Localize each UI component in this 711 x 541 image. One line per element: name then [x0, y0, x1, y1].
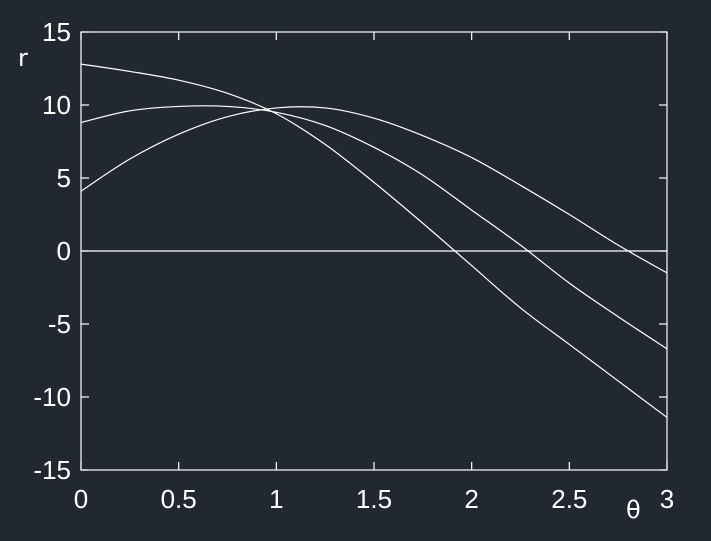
- x-tick-label: 1.5: [356, 484, 392, 514]
- x-tick-labels: 0 0.5 1 1.5 2 2.5 3: [74, 484, 674, 514]
- x-tick-label: 3: [660, 484, 674, 514]
- y-tick-label: -15: [33, 455, 71, 485]
- series-line-3: [81, 107, 667, 273]
- y-tick-label: 10: [42, 90, 71, 120]
- series-line-1: [81, 64, 667, 417]
- x-tick-label: 2.5: [551, 484, 587, 514]
- series-layer: [81, 64, 667, 417]
- y-axis-label: r: [18, 44, 28, 72]
- x-tick-label: 2: [464, 484, 478, 514]
- x-tick-label: 1: [269, 484, 283, 514]
- y-tick-label: 0: [57, 236, 71, 266]
- y-tick-labels: -15 -10 -5 0 5 10 15: [33, 17, 71, 485]
- y-tick-label: 15: [42, 17, 71, 47]
- series-line-2: [81, 106, 667, 349]
- x-tick-label: 0.5: [161, 484, 197, 514]
- y-tick-label: -10: [33, 382, 71, 412]
- x-axis-label: θ: [626, 496, 641, 524]
- x-tick-label: 0: [74, 484, 88, 514]
- y-tick-label: -5: [48, 309, 71, 339]
- y-tick-label: 5: [57, 163, 71, 193]
